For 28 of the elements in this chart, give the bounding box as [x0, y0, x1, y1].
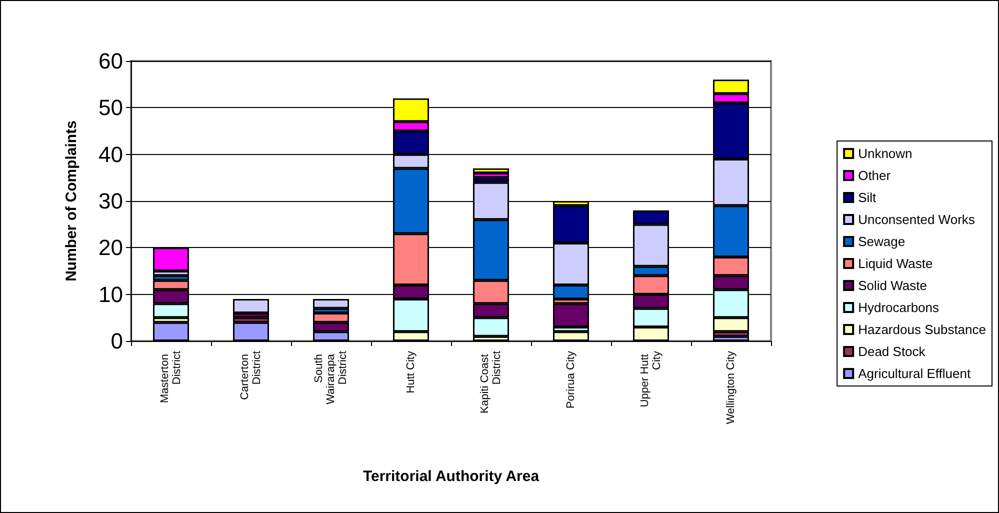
y-tick-label: 0	[110, 328, 123, 354]
y-tick-label: 30	[98, 188, 123, 214]
y-tick-label: 10	[98, 282, 123, 307]
x-tick-label: Kapiti Coast District	[479, 351, 503, 414]
x-tick-label: Hutt City	[405, 350, 417, 394]
legend-label: Hazardous Substance	[858, 322, 986, 337]
x-tick-label: Carterton District	[239, 351, 263, 400]
legend-label: Unknown	[858, 146, 912, 161]
x-tick-label: Wellington City	[725, 350, 737, 424]
x-tick-label: South Wairarapa District	[313, 351, 349, 404]
x-tick-label: Upper Hutt City	[639, 350, 663, 408]
x-tick-label: Porirua City	[565, 350, 577, 408]
x-axis-title: Territorial Authority Area	[362, 468, 540, 485]
x-tick-label: Masterton District	[159, 351, 183, 403]
legend-label: Silt	[858, 190, 877, 205]
legend-label: Unconsented Works	[858, 212, 976, 227]
legend-label: Hydrocarbons	[858, 300, 940, 315]
y-tick-label: 60	[98, 48, 123, 74]
legend-label: Liquid Waste	[858, 256, 933, 271]
y-tick-label: 50	[98, 95, 123, 120]
legend-label: Sewage	[858, 234, 906, 249]
legend-label: Solid Waste	[858, 278, 927, 293]
legend-label: Agricultural Effluent	[858, 366, 971, 381]
y-tick-label: 40	[98, 142, 123, 167]
y-axis-title: Number of Complaints	[63, 120, 80, 282]
legend-label: Other	[858, 168, 892, 183]
legend-label: Dead Stock	[858, 344, 926, 359]
y-tick-label: 20	[98, 235, 123, 260]
